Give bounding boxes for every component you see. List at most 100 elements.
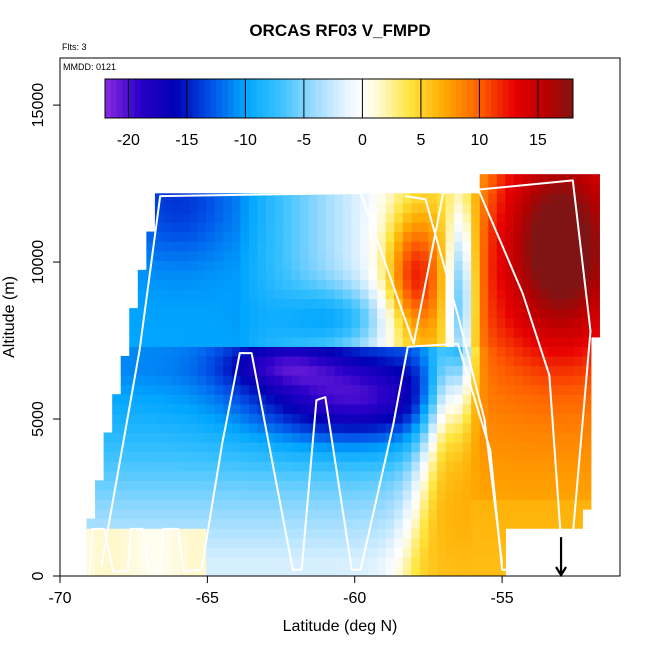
heatmap-cell: [163, 413, 173, 424]
heatmap-cell: [462, 470, 472, 481]
heatmap-cell: [488, 432, 498, 443]
heatmap-cell: [360, 355, 370, 367]
heatmap-cell: [231, 528, 241, 539]
heatmap-cell: [565, 308, 575, 319]
heatmap-cell: [283, 336, 293, 347]
heatmap-cell: [522, 250, 532, 261]
heatmap-cell: [325, 288, 335, 300]
heatmap-cell: [411, 317, 421, 328]
heatmap-cell: [248, 193, 259, 204]
heatmap-cell: [462, 365, 472, 376]
heatmap-cell: [172, 537, 182, 548]
heatmap-cell: [488, 336, 498, 347]
heatmap-cell: [548, 355, 558, 367]
heatmap-cell: [154, 231, 165, 242]
heatmap-cell: [436, 499, 447, 510]
heatmap-cell: [283, 317, 293, 328]
heatmap-cell: [223, 298, 233, 309]
heatmap-cell: [137, 298, 147, 309]
heatmap-cell: [411, 394, 421, 405]
heatmap-cell: [86, 528, 96, 539]
heatmap-cell: [505, 241, 515, 252]
heatmap-cell: [428, 451, 438, 462]
heatmap-cell: [360, 470, 370, 481]
heatmap-cell: [462, 269, 472, 280]
heatmap-cell: [411, 451, 421, 462]
heatmap-cell: [462, 298, 472, 309]
heatmap-cell: [556, 183, 566, 194]
colorbar-swatch: [321, 79, 328, 118]
heatmap-cell: [402, 279, 412, 290]
heatmap-cell: [266, 547, 276, 558]
heatmap-cell: [266, 346, 276, 357]
heatmap-cell: [445, 403, 455, 414]
heatmap-cell: [180, 260, 190, 271]
heatmap-cell: [317, 518, 327, 529]
heatmap-cell: [377, 432, 387, 443]
heatmap-cell: [590, 298, 600, 309]
heatmap-cell: [325, 365, 335, 376]
heatmap-cell: [300, 451, 310, 462]
heatmap-cell: [385, 556, 395, 568]
colorbar-swatch: [444, 79, 451, 118]
heatmap-cell: [522, 355, 532, 367]
heatmap-cell: [556, 375, 566, 386]
heatmap-cell: [394, 489, 404, 501]
heatmap-cell: [231, 193, 241, 204]
heatmap-cell: [565, 317, 575, 328]
heatmap-cell: [206, 547, 216, 558]
heatmap-cell: [377, 241, 387, 252]
heatmap-cell: [530, 269, 541, 280]
heatmap-cell: [274, 231, 284, 242]
heatmap-cell: [189, 489, 199, 501]
heatmap-cell: [283, 212, 293, 223]
heatmap-cell: [505, 308, 515, 319]
heatmap-cell: [548, 461, 558, 472]
heatmap-cell: [394, 566, 404, 576]
colorbar-swatch: [303, 79, 311, 118]
heatmap-cell: [257, 566, 267, 576]
heatmap-cell: [112, 537, 122, 548]
heatmap-cell: [189, 288, 199, 300]
heatmap-cell: [283, 413, 293, 424]
colorbar-swatch: [251, 79, 258, 118]
heatmap-cell: [248, 566, 259, 576]
heatmap-cell: [172, 442, 182, 453]
heatmap-cell: [454, 566, 464, 576]
heatmap-cell: [565, 422, 575, 434]
heatmap-cell: [513, 183, 524, 194]
heatmap-cell: [530, 183, 541, 194]
heatmap-cell: [120, 470, 130, 481]
heatmap-cell: [325, 231, 335, 242]
colorbar-swatch: [339, 79, 346, 118]
heatmap-cell: [368, 394, 378, 405]
heatmap-cell: [394, 432, 404, 443]
heatmap-cell: [454, 241, 464, 252]
heatmap-cell: [513, 518, 524, 529]
heatmap-cell: [172, 413, 182, 424]
heatmap-cell: [112, 413, 122, 424]
heatmap-cell: [402, 413, 412, 424]
heatmap-cell: [180, 222, 190, 233]
heatmap-cell: [283, 250, 293, 261]
heatmap-cell: [522, 222, 532, 233]
heatmap-cell: [231, 451, 241, 462]
heatmap-cell: [154, 336, 165, 347]
heatmap-cell: [513, 480, 524, 491]
heatmap-cell: [530, 509, 541, 520]
heatmap-cell: [488, 346, 498, 357]
heatmap-cell: [377, 365, 387, 376]
heatmap-cell: [291, 260, 301, 271]
heatmap-cell: [334, 193, 344, 204]
heatmap-cell: [308, 451, 318, 462]
heatmap-cell: [214, 509, 224, 520]
heatmap-cell: [206, 202, 216, 214]
heatmap-cell: [197, 327, 207, 338]
heatmap-cell: [428, 250, 438, 261]
heatmap-cell: [411, 288, 421, 300]
heatmap-cell: [530, 174, 541, 185]
heatmap-cell: [360, 308, 370, 319]
heatmap-cell: [402, 260, 412, 271]
heatmap-cell: [189, 403, 199, 414]
heatmap-cell: [385, 308, 395, 319]
